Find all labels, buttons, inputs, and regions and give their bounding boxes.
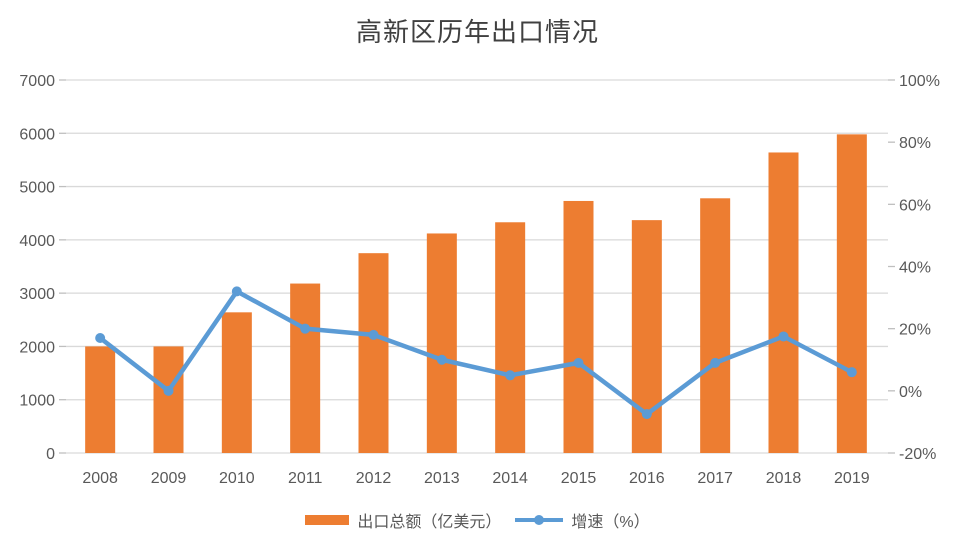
x-axis-label-2014: 2014: [492, 470, 528, 487]
left-axis-tick-label: 3000: [19, 286, 55, 303]
line-marker-2012: [368, 329, 379, 340]
legend-label-exports: 出口总额（亿美元）: [357, 514, 502, 531]
x-axis-label-2008: 2008: [82, 470, 118, 487]
line-marker-2011: [300, 323, 311, 334]
legend-label-growth: 增速（%）: [571, 514, 650, 531]
legend-item-growth: 增速（%）: [515, 508, 650, 532]
bar-2015: [563, 200, 594, 453]
right-axis-tick-label: 40%: [899, 260, 931, 277]
bar-2014: [495, 222, 526, 453]
line-marker-2010: [231, 286, 242, 297]
left-axis-tick-label: 6000: [19, 126, 55, 143]
bar-2013: [426, 233, 457, 453]
right-axis-tick-label: 100%: [899, 73, 940, 90]
bar-2017: [700, 198, 731, 453]
left-axis-tick-label: 1000: [19, 393, 55, 410]
bar-2010: [221, 312, 252, 453]
right-axis-tick-label: 20%: [899, 322, 931, 339]
line-marker-2017: [710, 357, 721, 368]
bar-2008: [85, 346, 116, 453]
x-axis-label-2010: 2010: [219, 470, 255, 487]
right-axis-tick-label: 60%: [899, 197, 931, 214]
x-axis-label-2017: 2017: [697, 470, 733, 487]
left-axis-tick-label: 5000: [19, 180, 55, 197]
legend-line-marker-icon: [534, 515, 545, 525]
line-marker-2013: [436, 354, 447, 365]
line-marker-2014: [505, 370, 516, 381]
x-axis-label-2009: 2009: [151, 470, 187, 487]
growth-line: [97, 289, 855, 417]
line-marker-2016: [641, 409, 652, 420]
left-axis-tick-label: 7000: [19, 73, 55, 90]
x-axis-label-2019: 2019: [834, 470, 870, 487]
right-axis-tick-label: 0%: [899, 384, 922, 401]
bar-2012: [358, 253, 389, 453]
bar-2019: [836, 134, 867, 453]
x-axis-label-2012: 2012: [356, 470, 392, 487]
left-axis-tick-label: 4000: [19, 233, 55, 250]
legend-bar-swatch-icon: [305, 515, 350, 525]
x-axis-label-2015: 2015: [561, 470, 597, 487]
right-axis-tick-label: 80%: [899, 135, 931, 152]
chart-title: 高新区历年出口情况: [355, 18, 599, 48]
line-marker-2009: [163, 385, 174, 396]
legend-item-exports: 出口总额（亿美元）: [305, 508, 501, 532]
x-axis-label-2016: 2016: [629, 470, 665, 487]
line-marker-2015: [573, 357, 584, 368]
line-marker-2008: [95, 332, 106, 343]
x-axis-label-2011: 2011: [288, 470, 323, 487]
bar-2009: [153, 346, 184, 453]
line-marker-2018: [778, 331, 789, 342]
line-marker-2019: [846, 367, 857, 378]
bar-2018: [768, 152, 799, 453]
x-axis-label-2018: 2018: [766, 470, 802, 487]
bar-2011: [290, 283, 321, 453]
x-axis-label-2013: 2013: [424, 470, 460, 487]
legend-line-swatch-icon: [515, 515, 564, 525]
chart-legend: 出口总额（亿美元） 增速（%）: [0, 508, 955, 532]
left-axis-tick-label: 0: [46, 446, 55, 463]
right-axis-tick-label: -20%: [899, 446, 936, 463]
left-axis-tick-label: 2000: [19, 339, 55, 356]
